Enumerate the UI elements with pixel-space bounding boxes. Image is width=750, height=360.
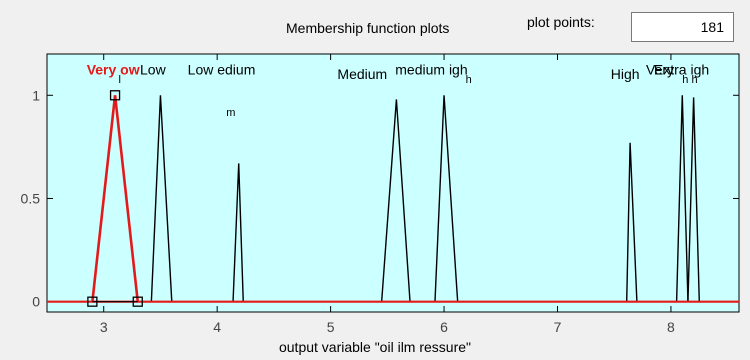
mf-label-subscript: h — [466, 74, 472, 86]
mf-label: Very — [646, 62, 674, 78]
y-tick-label: 0 — [32, 294, 40, 310]
mf-curve[interactable] — [150, 95, 173, 302]
mf-label-subscript: h h — [682, 74, 697, 86]
x-tick-label: 6 — [440, 319, 448, 335]
x-tick-label: 7 — [554, 319, 562, 335]
mf-label: medium igh — [395, 62, 467, 78]
control-point-peak[interactable] — [109, 90, 121, 101]
x-tick-label: 4 — [213, 319, 221, 335]
x-tick-label: 5 — [327, 319, 335, 335]
control-point-left[interactable] — [87, 296, 98, 307]
mf-curve[interactable] — [232, 163, 244, 302]
control-point-right[interactable] — [132, 296, 143, 307]
mf-curve[interactable] — [434, 95, 459, 302]
membership-function-chart: 3 4 5 6 7 8 0 0.5 1 Very ow Low Low edium Medium med… — [21, 53, 740, 335]
x-tick-label: 8 — [667, 319, 675, 335]
x-axis-label: output variable "oil ilm ressure" — [278, 339, 472, 355]
mf-curve[interactable] — [675, 95, 689, 302]
mf-label: Low edium — [188, 62, 256, 78]
y-tick-label: 0.5 — [21, 190, 41, 206]
mf-label-subscript: m — [226, 107, 235, 119]
mf-curve[interactable] — [380, 99, 411, 302]
plot-title: Membership function plots — [286, 20, 450, 36]
mf-label: Medium — [337, 66, 387, 82]
mf-label: Extra igh — [654, 62, 709, 78]
y-tick-label: 1 — [32, 87, 40, 103]
plot-points-input[interactable] — [631, 12, 734, 42]
x-tick-label: 3 — [100, 319, 108, 335]
selected-mf-curve[interactable] — [91, 95, 140, 302]
selected-mf-label: Very ow — [87, 62, 140, 78]
plot-points-label: plot points: — [527, 14, 595, 30]
mf-curve[interactable] — [687, 97, 700, 302]
mf-curve[interactable] — [625, 142, 638, 302]
mf-label-subscript: l — [118, 74, 120, 86]
plot-area — [46, 53, 740, 313]
mf-label: High — [611, 66, 640, 82]
mf-label: Low — [140, 62, 167, 78]
